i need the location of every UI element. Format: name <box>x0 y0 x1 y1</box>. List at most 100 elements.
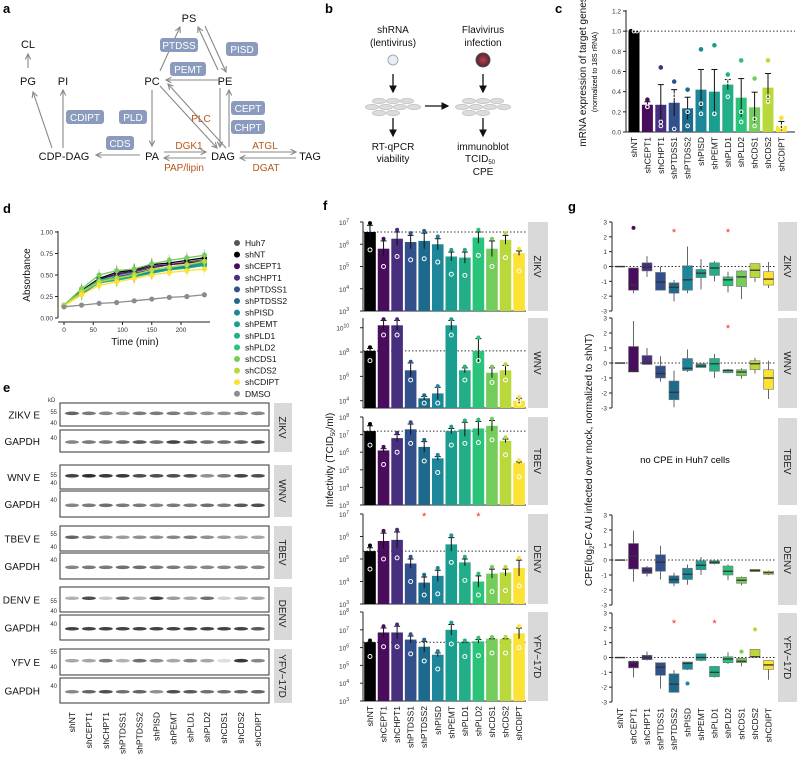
y-tick-label: 103 <box>339 600 349 609</box>
data-point <box>448 332 454 338</box>
data-point <box>462 247 467 252</box>
band <box>149 535 164 540</box>
data-point <box>462 272 468 278</box>
legend-label-Huh7: Huh7 <box>245 238 266 248</box>
bar-shPEMT <box>445 256 458 311</box>
data-point <box>114 299 120 306</box>
box-shCHPT1 <box>641 355 653 365</box>
data-point <box>435 566 440 570</box>
band <box>250 440 265 444</box>
band <box>149 503 164 508</box>
bar-shCDS2 <box>499 239 512 311</box>
y-tick-label: 106 <box>339 644 349 653</box>
enzyme-box-chpt <box>231 120 265 134</box>
enzyme-box-cds <box>106 136 134 150</box>
data-point <box>516 400 522 406</box>
data-point <box>149 296 155 302</box>
bar-shCDS2 <box>499 370 512 408</box>
y-tick-label: 104 <box>339 285 349 294</box>
data-point <box>166 257 172 263</box>
virus-tag-label: DENV <box>531 545 542 573</box>
band <box>115 474 130 478</box>
blot-envelope <box>59 464 270 490</box>
lane-label: shNT <box>67 712 77 732</box>
box-shCDS1 <box>736 369 747 377</box>
data-point <box>381 644 387 650</box>
virus-tag-label: ZIKV <box>531 255 542 278</box>
data-point <box>671 79 677 84</box>
marker-size: 40 <box>50 684 57 690</box>
virus-tag-label: TBEV <box>781 448 792 474</box>
virus-tag <box>528 514 548 604</box>
data-point <box>517 624 522 629</box>
band <box>65 411 79 416</box>
blot-envelope <box>59 586 270 613</box>
y-tick-label: -2 <box>601 294 607 301</box>
data-point <box>516 268 522 274</box>
blot-label: YFV E <box>11 658 40 669</box>
y-tick-label: -3 <box>601 406 607 413</box>
data-point <box>476 227 481 232</box>
workflow-cpe: CPE <box>473 167 494 178</box>
band <box>217 474 232 478</box>
band <box>183 658 198 663</box>
y-tick-label: 104 <box>339 397 349 406</box>
band <box>217 658 232 663</box>
band <box>166 474 181 478</box>
x-tick-label: shPLD2 <box>736 137 746 168</box>
box-shCDS2 <box>749 360 761 371</box>
data-point <box>78 302 85 308</box>
enzyme-box-ptdss <box>160 38 198 52</box>
panel-label-f: f <box>323 198 328 213</box>
marker-size: 40 <box>50 665 57 671</box>
panel-label-g: g <box>568 199 576 214</box>
marker-size: 40 <box>50 436 57 442</box>
enzyme-box-pemt <box>170 62 206 76</box>
workflow-infection: infection <box>464 38 501 49</box>
data-point <box>422 637 427 642</box>
y-tick-label: 2 <box>603 331 607 338</box>
bar-shNT <box>364 350 376 408</box>
data-point <box>381 236 386 241</box>
virus-tag-label: DENV <box>276 600 287 628</box>
cell-icon <box>386 97 400 105</box>
virus-tag <box>274 465 292 517</box>
box-shPLD2 <box>722 276 734 287</box>
bar-shPTDSS1 <box>404 242 417 311</box>
lane-label: shPTDSS1 <box>118 712 128 754</box>
kd-label: kD <box>48 398 56 404</box>
y-tick-label: 1 <box>603 640 607 647</box>
data-point <box>475 252 481 258</box>
band <box>65 689 79 694</box>
data-point <box>381 317 386 322</box>
lane-label: shPISD <box>152 712 162 741</box>
workflow-rtqpcr: RT-qPCR <box>372 142 415 153</box>
legend-label-shPLD1: shPLD1 <box>245 331 276 341</box>
y-tick-label: 3 <box>603 611 607 618</box>
data-point <box>752 116 757 122</box>
band <box>166 689 181 694</box>
legend-marker <box>234 274 240 281</box>
virus-tag <box>778 515 797 605</box>
band <box>115 535 130 540</box>
marker-size: 40 <box>50 558 57 564</box>
bar-shPLD2 <box>472 428 485 505</box>
data-point <box>435 384 440 389</box>
y-tick-label: -3 <box>601 700 607 707</box>
data-point <box>381 462 387 468</box>
band <box>183 535 198 540</box>
data-point <box>96 272 102 278</box>
band <box>200 565 215 570</box>
data-point <box>503 588 508 593</box>
data-point <box>435 452 440 457</box>
data-point <box>503 362 508 367</box>
data-point <box>435 469 441 475</box>
panel-label-a: a <box>3 1 11 16</box>
bar-shCEPT1 <box>641 104 653 132</box>
virus-tag-label: ZIKV <box>276 416 287 439</box>
band <box>115 440 130 444</box>
band <box>250 503 265 508</box>
virus-tag-label: ZIKV <box>781 255 792 278</box>
data-point <box>395 227 400 232</box>
data-point <box>725 94 731 100</box>
